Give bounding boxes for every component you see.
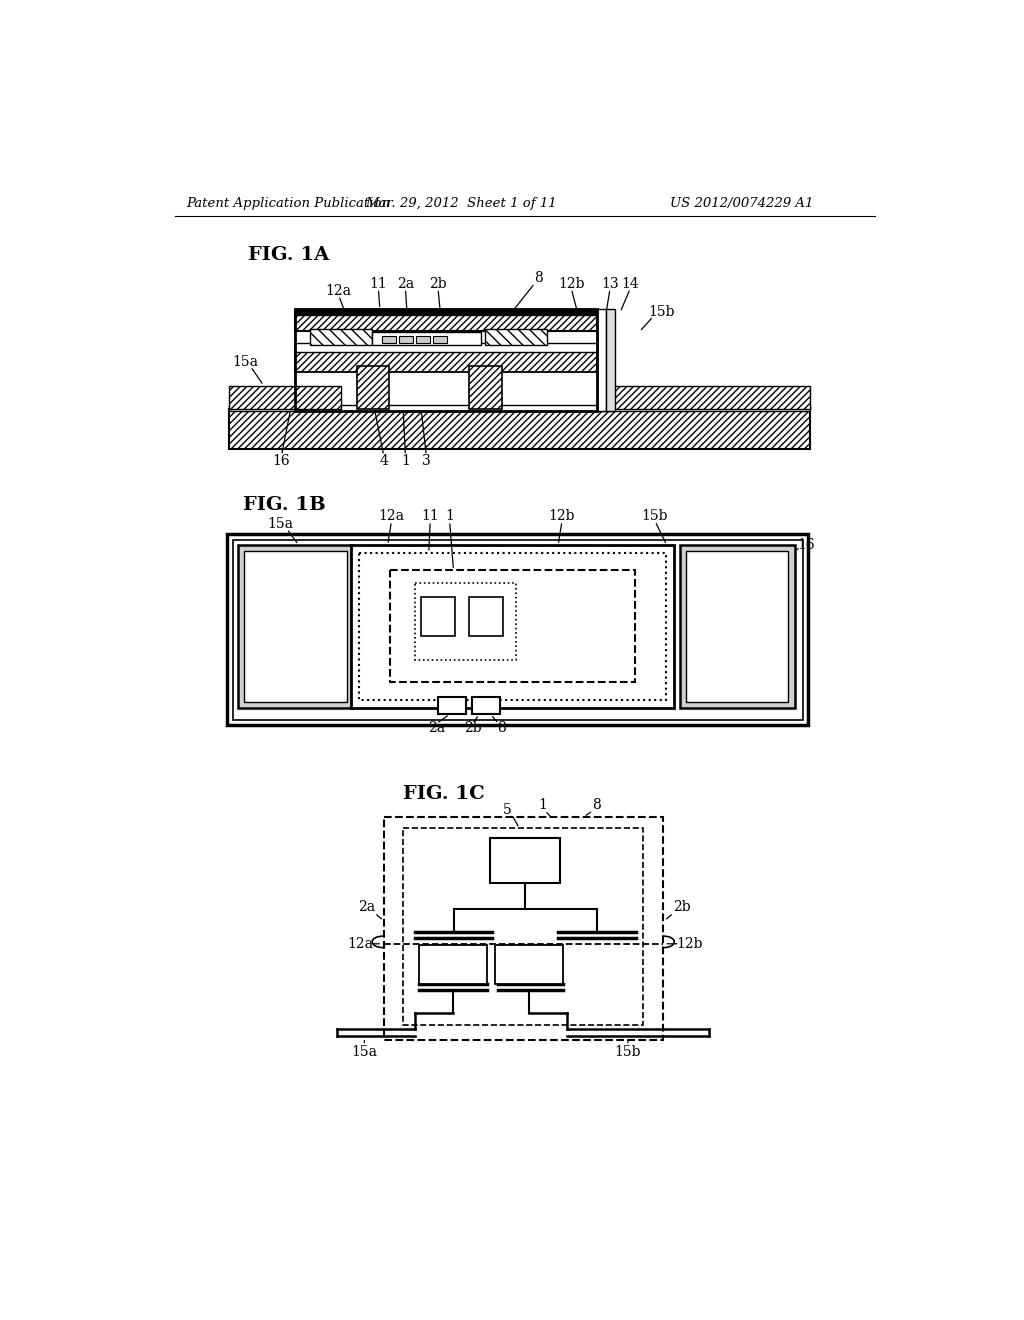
Text: 11: 11 — [370, 277, 387, 290]
Bar — [295, 351, 597, 372]
Bar — [484, 330, 547, 345]
Bar — [228, 409, 810, 449]
Text: 11: 11 — [421, 510, 439, 524]
Text: Mar. 29, 2012  Sheet 1 of 11: Mar. 29, 2012 Sheet 1 of 11 — [366, 197, 557, 210]
Bar — [472, 697, 500, 714]
Bar — [433, 335, 447, 343]
Text: 8: 8 — [535, 271, 543, 285]
Bar — [356, 367, 389, 409]
Bar — [403, 829, 643, 1024]
Text: 2b: 2b — [429, 277, 446, 290]
Text: 12b: 12b — [677, 937, 703, 950]
Text: 3: 3 — [422, 454, 431, 469]
Bar — [359, 553, 666, 701]
Bar — [228, 385, 341, 409]
Text: 13: 13 — [601, 277, 618, 290]
Text: 12a: 12a — [379, 510, 404, 524]
Text: 16: 16 — [272, 454, 290, 469]
Bar — [469, 367, 502, 409]
Text: FIG. 1A: FIG. 1A — [248, 246, 330, 264]
Text: 1: 1 — [445, 510, 454, 524]
Text: 2b: 2b — [464, 721, 481, 735]
Text: FIG. 1C: FIG. 1C — [403, 784, 485, 803]
Bar — [238, 545, 352, 708]
Bar — [390, 570, 635, 682]
Text: 1: 1 — [539, 799, 547, 812]
Text: FIG. 1B: FIG. 1B — [243, 496, 326, 513]
Bar — [469, 597, 503, 636]
Bar — [245, 552, 346, 702]
Bar — [399, 335, 414, 343]
Text: 2a: 2a — [428, 721, 445, 735]
Bar — [606, 309, 615, 411]
Bar — [227, 535, 809, 725]
Text: 12b: 12b — [558, 277, 585, 290]
Text: C2a: C2a — [439, 970, 466, 982]
Bar — [382, 335, 396, 343]
Bar — [495, 945, 563, 983]
Text: 15b: 15b — [614, 1044, 641, 1059]
Text: 12b: 12b — [549, 510, 575, 524]
Text: 14: 14 — [622, 277, 639, 290]
Bar — [384, 817, 663, 1040]
Bar — [489, 838, 560, 883]
Bar — [295, 343, 597, 352]
Text: 15b: 15b — [642, 510, 669, 524]
Bar — [438, 697, 466, 714]
Bar — [372, 333, 480, 345]
Bar — [295, 309, 597, 411]
Text: 8: 8 — [498, 721, 506, 735]
Bar — [417, 335, 430, 343]
Text: 12a: 12a — [326, 284, 352, 298]
Text: US 2012/0074229 A1: US 2012/0074229 A1 — [671, 197, 814, 210]
Text: 15a: 15a — [232, 355, 259, 370]
Bar — [310, 330, 372, 345]
Text: C1b: C1b — [515, 958, 542, 972]
Text: Patent Application Publication: Patent Application Publication — [186, 197, 390, 210]
Bar — [604, 385, 810, 409]
Text: 5: 5 — [504, 803, 512, 817]
Text: 15b: 15b — [648, 305, 675, 319]
Bar — [295, 313, 597, 331]
Bar — [232, 540, 803, 719]
Bar — [421, 597, 455, 636]
Bar — [419, 945, 486, 983]
Bar — [228, 405, 810, 411]
Bar — [351, 545, 674, 708]
Text: C2b: C2b — [515, 970, 542, 982]
Text: 8: 8 — [593, 799, 601, 812]
Bar — [597, 309, 606, 411]
Text: 4: 4 — [379, 454, 388, 469]
Text: 15a: 15a — [267, 517, 293, 531]
Bar — [680, 545, 795, 708]
Text: 12a: 12a — [347, 937, 374, 950]
Bar — [415, 583, 515, 660]
Text: 2b: 2b — [674, 900, 691, 913]
Text: 16: 16 — [798, 539, 815, 552]
Text: 1: 1 — [401, 454, 410, 469]
Bar — [295, 309, 597, 314]
Text: 15a: 15a — [351, 1044, 378, 1059]
Text: C1a: C1a — [439, 958, 466, 972]
Bar — [686, 552, 788, 702]
Text: 2a: 2a — [397, 277, 414, 290]
Text: 2a: 2a — [358, 900, 375, 913]
